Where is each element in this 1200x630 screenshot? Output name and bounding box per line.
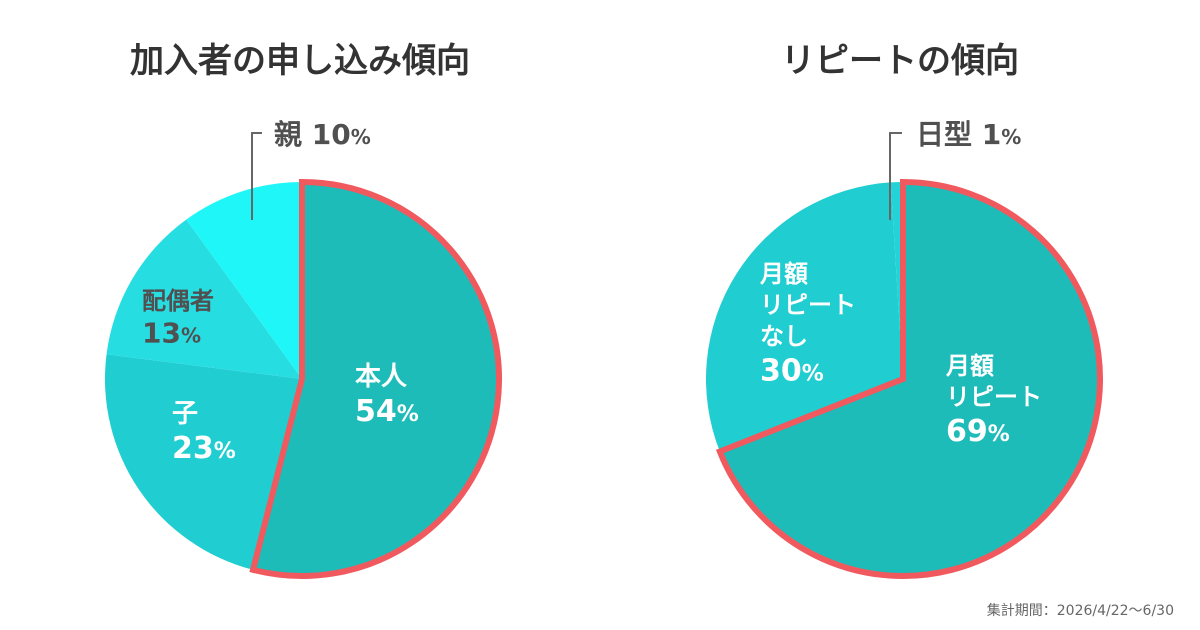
- pie-slice: [106, 219, 302, 379]
- pie-slice: [253, 182, 500, 576]
- slice-label-text: リピート: [946, 383, 1042, 411]
- slice-label-text: 月額: [945, 352, 994, 380]
- chart-title: リピートの傾向: [781, 41, 1019, 81]
- slice-value: 54%: [355, 394, 419, 429]
- leader-line: [251, 132, 262, 220]
- highlight-outline: [715, 178, 1103, 579]
- pie-slices: [104, 178, 502, 579]
- slice-label-text: 本人: [355, 362, 407, 392]
- pie-slice: [719, 182, 1100, 576]
- slice-value: 30%: [760, 353, 824, 388]
- slice-label: 子23%: [172, 399, 236, 466]
- slice-value: 23%: [172, 431, 236, 466]
- slice-label-text: 親 10%: [274, 118, 371, 151]
- slice-label-text: なし: [760, 322, 808, 350]
- slice-label-text: 月額: [759, 260, 808, 288]
- pie-slice: [104, 354, 302, 570]
- slice-label-text: 日型 1%: [916, 118, 1021, 151]
- pie-slice: [705, 182, 903, 452]
- slice-value: 69%: [946, 414, 1010, 449]
- slice-label-text: 配偶者: [142, 287, 214, 315]
- slice-label-text: リピート: [760, 291, 856, 319]
- highlight-outline: [249, 178, 502, 579]
- pie-slices: [705, 178, 1103, 579]
- slice-label-text: 子: [172, 399, 198, 429]
- pie-slice: [890, 182, 903, 379]
- slice-label: 親 10%: [274, 118, 371, 151]
- leader-line: [889, 132, 902, 220]
- footnote-period: 集計期間：2026/4/22〜6/30: [986, 603, 1174, 619]
- pie-slice: [186, 182, 302, 379]
- slice-value: 13%: [142, 317, 201, 350]
- slice-label: 日型 1%: [916, 118, 1021, 151]
- chart-title: 加入者の申し込み傾向: [130, 41, 470, 81]
